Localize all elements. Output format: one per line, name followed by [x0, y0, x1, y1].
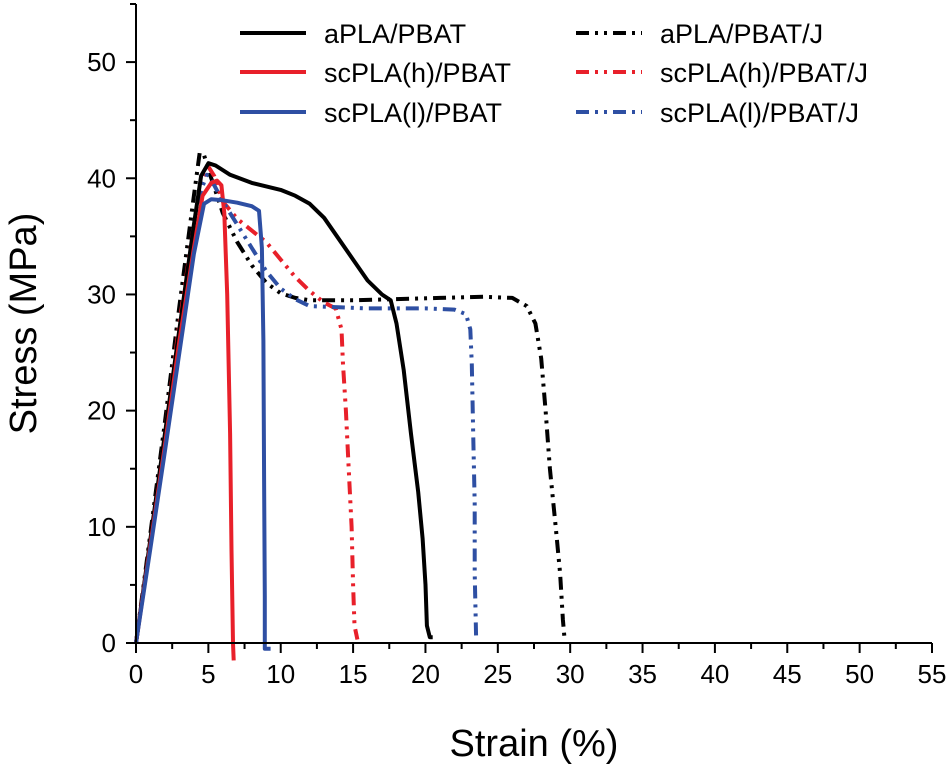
series-line-apla-pbat	[134, 161, 433, 644]
series-line-scpla-h-pbat	[134, 178, 236, 661]
x-tick-label: 50	[845, 659, 874, 689]
x-tick-label: 25	[483, 659, 512, 689]
y-tick-label: 50	[87, 47, 116, 77]
y-tick-label: 0	[102, 628, 116, 658]
x-tick-label: 5	[201, 659, 215, 689]
series-line-apla-pbat-j	[134, 150, 569, 644]
series-layer	[134, 150, 569, 661]
y-tick-label: 40	[87, 163, 116, 193]
legend: aPLA/PBAT scPLA(h)/PBAT scPLA(l)/PBAT aPLA/…	[240, 19, 868, 128]
legend-label: scPLA(h)/PBAT	[324, 58, 511, 88]
legend-label: aPLA/PBAT	[324, 19, 466, 49]
y-tick-label: 10	[87, 512, 116, 542]
y-axis-title: Stress (MPa)	[3, 213, 45, 435]
x-tick-label: 20	[411, 659, 440, 689]
x-tick-label: 0	[129, 659, 143, 689]
x-tick-label: 45	[773, 659, 802, 689]
x-tick-label: 40	[700, 659, 729, 689]
x-axis-title: Strain (%)	[450, 723, 619, 765]
x-tick-label: 10	[266, 659, 295, 689]
series-line-scpla-l-pbat	[134, 197, 271, 651]
y-tick-label: 20	[87, 396, 116, 426]
x-tick-label: 35	[628, 659, 657, 689]
legend-label: aPLA/PBAT/J	[660, 19, 823, 49]
x-tick-label: 55	[918, 659, 947, 689]
legend-label: scPLA(l)/PBAT/J	[660, 98, 859, 128]
x-tick-label: 15	[339, 659, 368, 689]
ticks-layer: 0 5 10 15 20 25 30 35 40 45 50 55 0 10 20 30 40 50	[87, 3, 947, 689]
y-tick-label: 30	[87, 279, 116, 309]
legend-label: scPLA(l)/PBAT	[324, 98, 502, 128]
series-line-scpla-h-pbat-j	[134, 164, 360, 644]
x-tick-label: 30	[556, 659, 585, 689]
legend-label: scPLA(h)/PBAT/J	[660, 58, 868, 88]
